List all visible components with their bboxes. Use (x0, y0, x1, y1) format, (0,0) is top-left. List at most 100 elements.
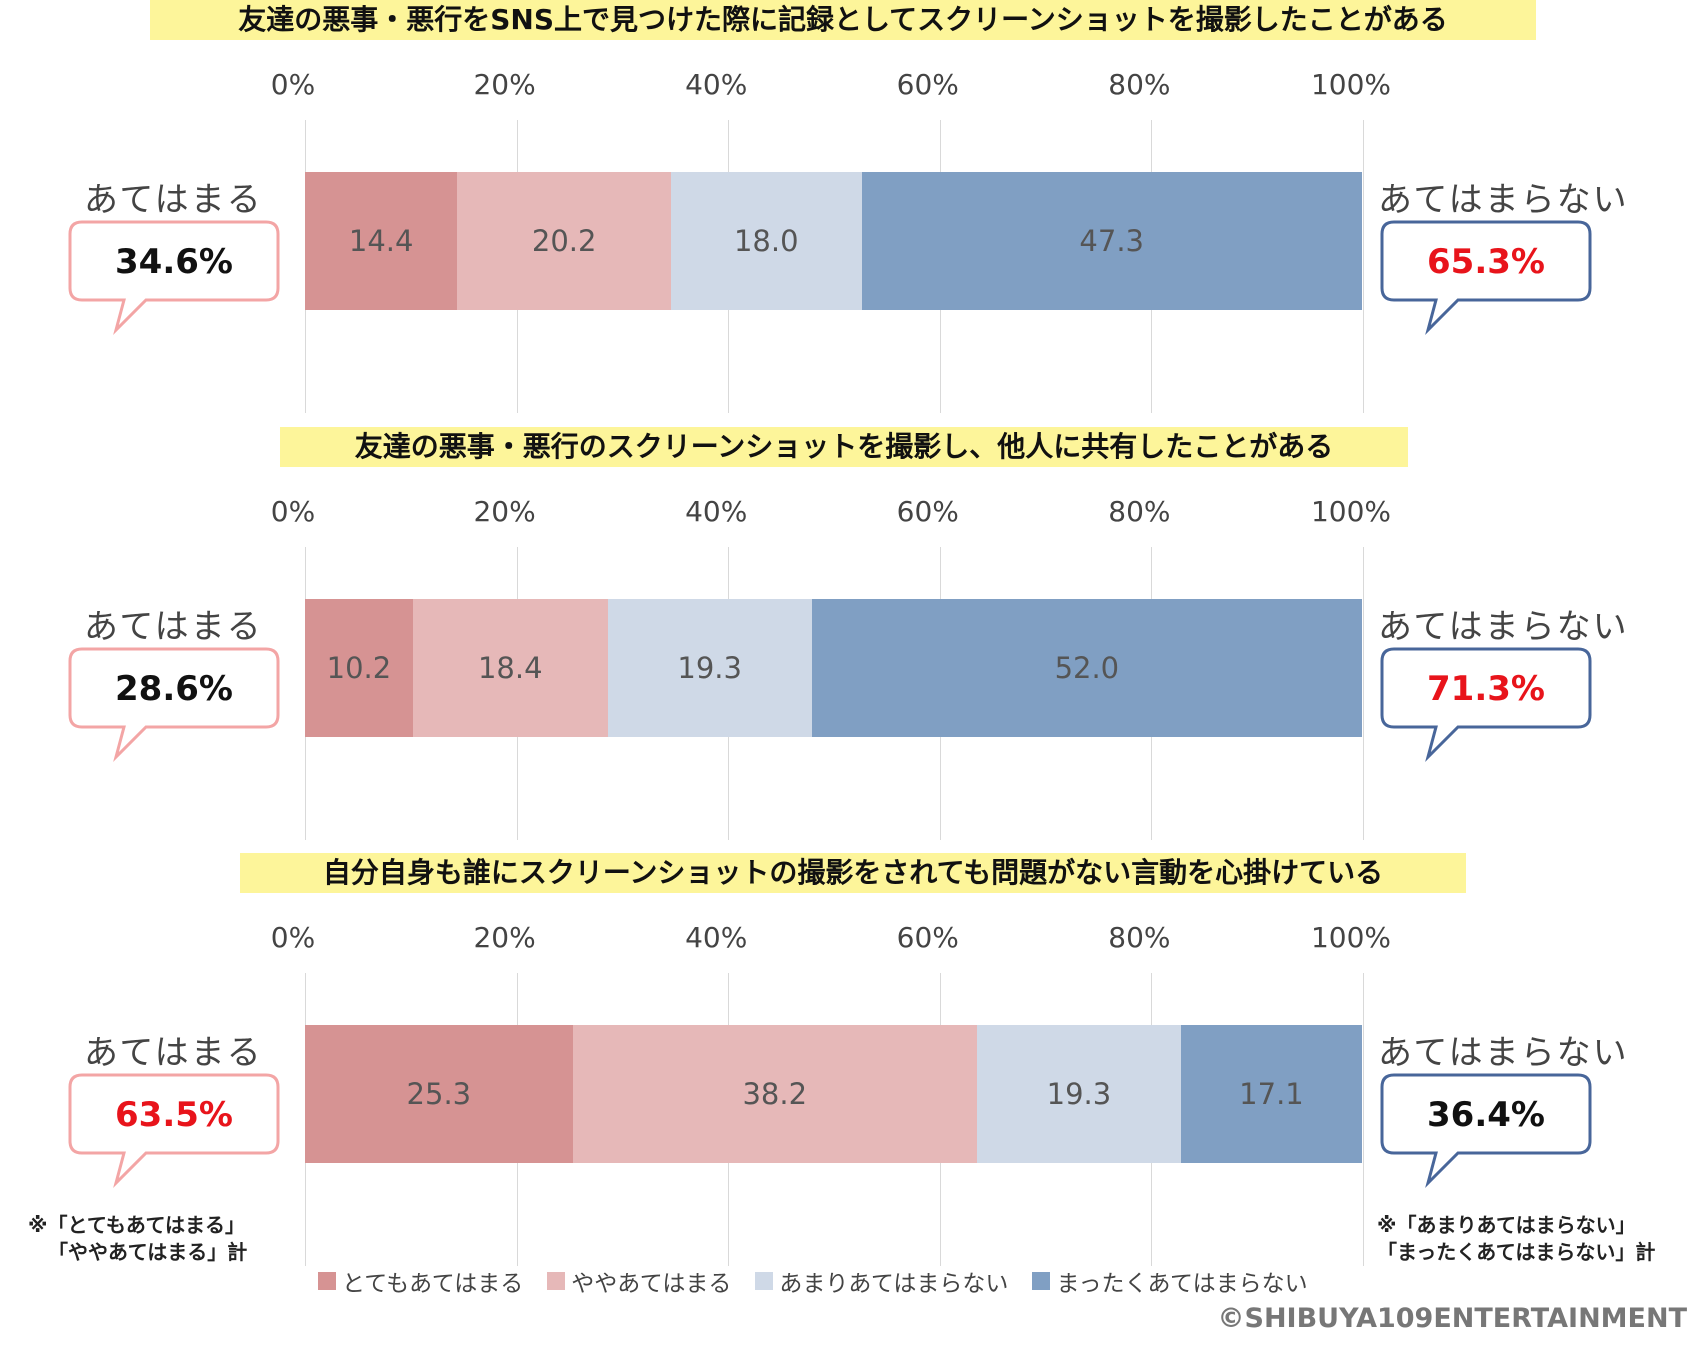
right-bubble-outline (1380, 220, 1592, 336)
x-tick-label: 0% (270, 495, 316, 528)
bar-value-label-somewhat-applicable: 20.2 (531, 224, 597, 258)
legend-swatch-very-applicable (318, 1272, 336, 1290)
bar-segment-very-applicable (305, 599, 413, 737)
left-total-bubble: 28.6% (68, 647, 280, 763)
right-total-value: 36.4% (1427, 1095, 1545, 1135)
left-footnote-line-1: ※「とてもあてはまる」 (28, 1213, 246, 1237)
bar-value-label-very-applicable: 10.2 (326, 651, 392, 685)
left-bubble-shape (68, 1073, 280, 1189)
x-tick-label: 80% (1108, 495, 1171, 528)
x-tick-label: 100% (1310, 68, 1392, 101)
right-bubble-outline (1380, 647, 1592, 763)
bar-segment-very-applicable (305, 1025, 573, 1163)
gridline-100 (1363, 120, 1364, 413)
left-bubble-shape (68, 647, 280, 763)
left-bubble-outline (68, 1073, 280, 1189)
chart-panel-2: 友達の悪事・悪行のスクリーンショットを撮影し、他人に共有したことがある 0% 20%… (0, 427, 1701, 854)
x-tick-label: 20% (473, 68, 536, 101)
bar-value-label-not-at-all-applicable: 17.1 (1239, 1077, 1304, 1111)
bar-segment-not-very-applicable (976, 1025, 1182, 1163)
right-side-label: あてはまらない (1378, 180, 1629, 220)
legend-item-very-applicable: とてもあてはまる (318, 1264, 523, 1298)
bar-segment-somewhat-applicable (412, 599, 608, 737)
legend-label-very-applicable: とてもあてはまる (342, 1271, 524, 1297)
legend-swatch-not-very-applicable (755, 1272, 774, 1290)
x-tick-label: 40% (685, 495, 748, 528)
left-footnote-line-2: 「ややあてはまる」計 (48, 1240, 248, 1264)
right-total-bubble: 36.4% (1380, 1073, 1592, 1189)
right-side-label: あてはまらない (1378, 1033, 1629, 1073)
bar-value-label-very-applicable: 14.4 (348, 224, 414, 258)
left-total-value: 28.6% (115, 669, 233, 709)
left-bubble-outline (68, 647, 280, 763)
bar-value-label-not-very-applicable: 19.3 (677, 651, 742, 685)
right-total-bubble: 71.3% (1380, 647, 1592, 763)
copyright: ©SHIBUYA109ENTERTAINMENT (1217, 1303, 1687, 1334)
left-side-label: あてはまる (84, 607, 263, 647)
legend-item-not-very-applicable: あまりあてはまらない (755, 1264, 1008, 1298)
right-bubble-outline (1380, 1073, 1592, 1189)
legend: とてもあてはまる ややあてはまる あまりあてはまらない まったくあてはまらない (318, 1264, 1332, 1298)
bar-value-label-not-at-all-applicable: 47.3 (1079, 224, 1144, 258)
bar-segment-somewhat-applicable (457, 172, 672, 310)
chart-panel-3: 自分自身も誰にスクリーンショットの撮影をされても問題がない言動を心掛けている 0%… (0, 853, 1701, 1280)
chart-title: 友達の悪事・悪行のスクリーンショットを撮影し、他人に共有したことがある (280, 427, 1408, 467)
bar-value-label-not-at-all-applicable: 52.0 (1054, 651, 1120, 685)
x-tick-label: 40% (685, 921, 748, 954)
bar-value-label-very-applicable: 25.3 (406, 1077, 472, 1111)
stacked-bar: 14.4 20.2 18.0 47.3 (305, 172, 1363, 310)
bar-segment-very-applicable (305, 172, 458, 310)
right-bubble-shape (1380, 220, 1592, 336)
legend-label-not-at-all-applicable: まったくあてはまらない (1056, 1271, 1308, 1297)
bar-value-label-not-very-applicable: 19.3 (1046, 1077, 1112, 1111)
bar-segment-not-at-all-applicable (811, 599, 1362, 737)
bar-segment-not-at-all-applicable (1181, 1025, 1362, 1163)
left-bubble-shape (68, 220, 280, 336)
legend-item-not-at-all-applicable: まったくあてはまらない (1032, 1264, 1308, 1298)
bar-segment-somewhat-applicable (572, 1025, 977, 1163)
right-total-value: 71.3% (1427, 669, 1545, 709)
left-total-value: 63.5% (115, 1095, 233, 1135)
stacked-bar: 10.2 18.4 19.3 52.0 (305, 599, 1363, 737)
left-bubble-outline (68, 220, 280, 336)
x-tick-label: 20% (473, 495, 536, 528)
legend-swatch-not-at-all-applicable (1032, 1272, 1051, 1290)
x-tick-label: 100% (1310, 921, 1392, 954)
left-footnote: ※「とてもあてはまる」 「ややあてはまる」計 (28, 1212, 247, 1266)
left-total-bubble: 34.6% (68, 220, 280, 336)
x-tick-label: 80% (1108, 68, 1171, 101)
right-bubble-shape (1380, 647, 1592, 763)
left-total-bubble: 63.5% (68, 1073, 280, 1189)
stacked-bar: 25.3 38.2 19.3 17.1 (305, 1025, 1363, 1163)
right-footnote: ※「あまりあてはまらない」 「まったくあてはまらない」計 (1377, 1212, 1655, 1266)
chart-title: 友達の悪事・悪行をSNS上で見つけた際に記録としてスクリーンショットを撮影したこ… (150, 0, 1536, 40)
x-tick-label: 20% (473, 921, 536, 954)
x-tick-label: 0% (270, 68, 316, 101)
legend-label-somewhat-applicable: ややあてはまる (571, 1271, 732, 1297)
x-tick-label: 60% (896, 495, 959, 528)
left-total-value: 34.6% (115, 242, 233, 282)
chart-title: 自分自身も誰にスクリーンショットの撮影をされても問題がない言動を心掛けている (240, 853, 1466, 893)
gridline-100 (1363, 547, 1364, 840)
bar-segment-not-very-applicable (607, 599, 812, 737)
x-tick-label: 40% (685, 68, 748, 101)
right-footnote-line-1: ※「あまりあてはまらない」 (1377, 1213, 1636, 1237)
right-total-value: 65.3% (1427, 242, 1545, 282)
gridline-100 (1363, 973, 1364, 1266)
bar-segment-not-at-all-applicable (861, 172, 1362, 310)
right-bubble-shape (1380, 1073, 1592, 1189)
x-tick-label: 60% (896, 68, 959, 101)
bar-value-label-somewhat-applicable: 38.2 (742, 1077, 808, 1111)
x-tick-label: 60% (896, 921, 959, 954)
x-tick-label: 0% (270, 921, 316, 954)
bar-value-label-somewhat-applicable: 18.4 (477, 651, 543, 685)
bar-segment-not-very-applicable (671, 172, 862, 310)
legend-label-not-very-applicable: あまりあてはまらない (779, 1271, 1009, 1297)
legend-swatch-somewhat-applicable (547, 1272, 566, 1290)
right-side-label: あてはまらない (1378, 607, 1629, 647)
chart-panel-1: 友達の悪事・悪行をSNS上で見つけた際に記録としてスクリーンショットを撮影したこ… (0, 0, 1701, 427)
legend-item-somewhat-applicable: ややあてはまる (547, 1264, 731, 1298)
left-side-label: あてはまる (84, 1033, 263, 1073)
x-tick-label: 80% (1108, 921, 1171, 954)
left-side-label: あてはまる (84, 180, 263, 220)
